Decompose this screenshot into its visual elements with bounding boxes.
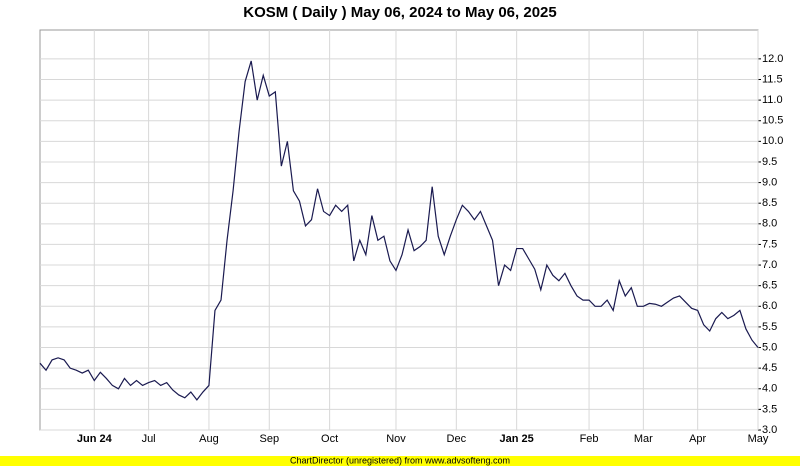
x-tick-label: Feb xyxy=(580,433,599,445)
chart-title: KOSM ( Daily ) May 06, 2024 to May 06, 2… xyxy=(243,4,556,21)
plot-area xyxy=(39,29,759,431)
x-tick-label: Apr xyxy=(689,433,706,445)
y-tick-label: 10.5 xyxy=(762,115,783,127)
y-tick-label: 11.5 xyxy=(762,73,783,85)
y-tick-label: 8.5 xyxy=(762,197,777,209)
y-tick-label: 9.0 xyxy=(762,176,777,188)
y-tick-label: 10.0 xyxy=(762,135,783,147)
x-tick-label: Jul xyxy=(142,433,156,445)
y-tick-label: 6.0 xyxy=(762,300,777,312)
x-tick-label: Jun 24 xyxy=(77,433,113,445)
x-tick-label: Oct xyxy=(321,433,338,445)
y-tick-label: 7.5 xyxy=(762,238,777,250)
y-tick-label: 11.0 xyxy=(762,94,783,106)
x-tick-label: Dec xyxy=(447,433,467,445)
x-tick-label: Jan 25 xyxy=(500,433,534,445)
y-tick-label: 5.0 xyxy=(762,341,777,353)
y-tick-label: 8.0 xyxy=(762,218,777,230)
x-tick-label: May xyxy=(748,433,769,445)
price-line xyxy=(39,60,759,401)
x-tick-label: Mar xyxy=(634,433,653,445)
footer-text: ChartDirector (unregistered) from www.ad… xyxy=(290,455,510,465)
x-tick-label: Aug xyxy=(199,433,219,445)
y-tick-label: 12.0 xyxy=(762,53,783,65)
x-tick-label: Sep xyxy=(259,433,279,445)
y-tick-label: 5.5 xyxy=(762,321,777,333)
y-tick-label: 4.0 xyxy=(762,383,777,395)
y-tick-label: 3.5 xyxy=(762,403,777,415)
y-tick-label: 6.5 xyxy=(762,280,777,292)
y-tick-label: 4.5 xyxy=(762,362,777,374)
y-tick-label: 9.5 xyxy=(762,156,777,168)
footer-bar xyxy=(0,456,800,466)
y-tick-label: 7.0 xyxy=(762,259,777,271)
x-tick-label: Nov xyxy=(386,433,406,445)
y-tick-label: 3.0 xyxy=(762,424,777,436)
